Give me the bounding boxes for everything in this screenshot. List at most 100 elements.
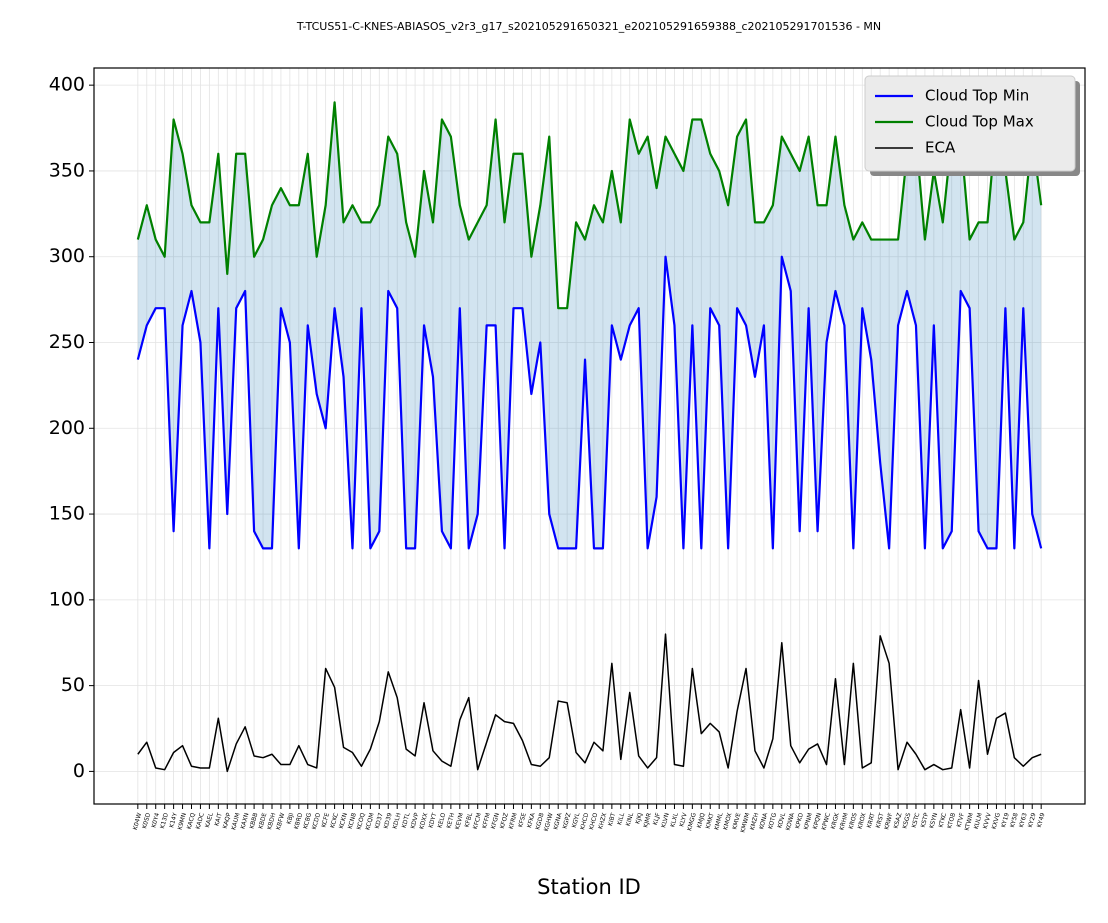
x-tick-label: KGYL bbox=[571, 811, 582, 828]
x-tick-label: KAQP bbox=[222, 812, 233, 830]
legend-label: Cloud Top Min bbox=[925, 87, 1029, 105]
x-tick-label: KVVV bbox=[982, 811, 993, 829]
x-tick-label: KY19 bbox=[1000, 812, 1011, 828]
x-tick-label: K9MN bbox=[177, 812, 188, 831]
x-tick-label: K04W bbox=[132, 812, 143, 831]
x-tick-label: KCOQ bbox=[356, 812, 367, 831]
x-tick-label: KAIT bbox=[213, 812, 223, 827]
x-tick-label: KTOB bbox=[946, 812, 957, 829]
x-axis-label: Station ID bbox=[537, 875, 641, 899]
x-tick-label: KGHW bbox=[543, 812, 555, 832]
x-tick-label: KFCM bbox=[472, 812, 483, 830]
y-tick-label: 350 bbox=[49, 159, 85, 181]
x-tick-label: KLJF bbox=[652, 812, 662, 826]
x-tick-label: KLXL bbox=[669, 811, 680, 828]
plot-frame bbox=[93, 67, 1086, 805]
series-line bbox=[136, 101, 1043, 310]
x-tick-label: KSTP bbox=[920, 812, 931, 829]
x-tick-label: KPWC bbox=[821, 812, 832, 831]
y-tick-label: 150 bbox=[49, 503, 85, 525]
y-tick-label: 100 bbox=[49, 588, 85, 610]
x-tick-label: KDYT bbox=[428, 812, 439, 829]
x-tick-label: KMGG bbox=[686, 812, 698, 832]
x-tick-label: KROS bbox=[848, 812, 859, 830]
x-tick-label: KMVE bbox=[731, 812, 742, 830]
x-tick-label: KY49 bbox=[1036, 812, 1047, 828]
x-tick-label: KOVL bbox=[776, 811, 787, 829]
x-tick-label: KBDE bbox=[257, 812, 268, 830]
chart-title: T-TCUS51-C-KNES-ABIASOS_v2r3_g17_s202105… bbox=[296, 20, 881, 33]
x-tick-label: KULM bbox=[973, 812, 984, 830]
y-tick-label: 250 bbox=[49, 331, 85, 353]
legend-label: Cloud Top Max bbox=[925, 113, 1034, 131]
x-tick-label: KCKN bbox=[338, 812, 349, 829]
x-tick-label: KAEL bbox=[204, 811, 215, 828]
series-line bbox=[137, 633, 1042, 773]
x-tick-label: KCKC bbox=[329, 812, 340, 829]
series-line bbox=[136, 255, 1043, 550]
x-tick-label: KINL bbox=[625, 811, 635, 827]
x-tick-label: KJKJ bbox=[634, 812, 644, 825]
x-tick-label: KETH bbox=[445, 812, 456, 829]
x-tick-label: KRST bbox=[875, 812, 886, 829]
x-tick-label: KMWM bbox=[739, 812, 751, 833]
x-tick-label: KMKT bbox=[705, 812, 716, 830]
y-tick-label: 200 bbox=[49, 417, 85, 439]
x-tick-label: KSAZ bbox=[893, 812, 904, 829]
x-tick-label: KGDB bbox=[534, 812, 545, 831]
x-tick-label: KCNB bbox=[347, 812, 358, 830]
x-tick-label: KBJI bbox=[285, 812, 295, 825]
x-tick-label: KFRM bbox=[508, 812, 519, 830]
y-tick-label: 0 bbox=[73, 760, 85, 782]
x-tick-label: KDLH bbox=[392, 812, 403, 830]
x-tick-label: KTKC bbox=[938, 812, 949, 828]
x-tick-label: KRRT bbox=[866, 812, 877, 829]
x-tick-label: KFFM bbox=[481, 812, 492, 829]
y-tick-label: 400 bbox=[49, 74, 85, 96]
x-tick-label: KFKA bbox=[526, 811, 537, 828]
x-tick-label: KY58 bbox=[1009, 812, 1020, 828]
x-tick-label: KBRD bbox=[293, 812, 304, 830]
x-tick-label: KOTG bbox=[767, 812, 778, 830]
x-tick-label: KPNM bbox=[803, 812, 814, 830]
x-tick-label: KFGN bbox=[490, 812, 501, 830]
x-tick-label: KONA bbox=[758, 811, 769, 830]
x-tick-label: KADC bbox=[195, 812, 206, 830]
x-tick-label: KY63 bbox=[1018, 812, 1029, 828]
y-tick-label: 50 bbox=[61, 674, 85, 696]
x-tick-label: KSGS bbox=[901, 812, 912, 830]
x-tick-label: KFSE bbox=[517, 812, 528, 828]
x-tick-label: K14Y bbox=[168, 812, 179, 829]
x-tick-label: KCBG bbox=[302, 812, 313, 830]
x-tick-label: KLVN bbox=[660, 812, 671, 829]
x-tick-label: KGPZ bbox=[562, 812, 573, 830]
legend-label: ECA bbox=[925, 139, 956, 157]
x-tick-label: KBBB bbox=[248, 812, 259, 830]
x-tick-label: KHCO bbox=[588, 812, 599, 831]
x-tick-label: KDTL bbox=[401, 811, 412, 828]
x-tick-label: KAUM bbox=[230, 812, 241, 831]
x-tick-label: KRHM bbox=[838, 812, 849, 831]
x-tick-label: KCDD bbox=[311, 812, 322, 831]
x-tick-label: KCQM bbox=[364, 812, 375, 831]
x-tick-label: KIBT bbox=[607, 812, 617, 827]
x-tick-label: KMML bbox=[713, 811, 724, 830]
x-tick-label: KACQ bbox=[186, 812, 197, 830]
x-tick-label: KTWM bbox=[964, 812, 975, 831]
x-tick-label: KXVG bbox=[991, 812, 1002, 830]
x-tick-label: KDXX bbox=[418, 812, 429, 830]
x-tick-label: KOWA bbox=[785, 811, 797, 831]
x-tick-label: KBDH bbox=[266, 812, 277, 830]
x-tick-label: KD39 bbox=[383, 812, 394, 830]
y-tick-label: 300 bbox=[49, 245, 85, 267]
x-tick-label: KD37 bbox=[374, 812, 385, 830]
x-tick-label: KSTC bbox=[911, 812, 922, 829]
x-tick-label: KHCD bbox=[579, 812, 590, 831]
x-tick-label: KILL bbox=[616, 811, 626, 825]
x-tick-label: KHZX bbox=[597, 812, 608, 830]
x-tick-label: KPKD bbox=[794, 812, 805, 830]
x-tick-label: KRGK bbox=[830, 811, 841, 830]
x-tick-label: KSYN bbox=[928, 812, 939, 829]
range-area bbox=[137, 102, 1042, 549]
